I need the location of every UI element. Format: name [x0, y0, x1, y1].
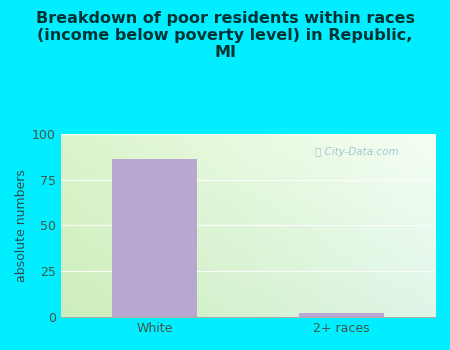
Bar [299, 314, 383, 317]
Text: Breakdown of poor residents within races
(income below poverty level) in Republi: Breakdown of poor residents within races… [36, 10, 414, 60]
Text: ⓘ City-Data.com: ⓘ City-Data.com [315, 147, 399, 157]
Y-axis label: absolute numbers: absolute numbers [15, 169, 28, 282]
Bar [112, 160, 197, 317]
